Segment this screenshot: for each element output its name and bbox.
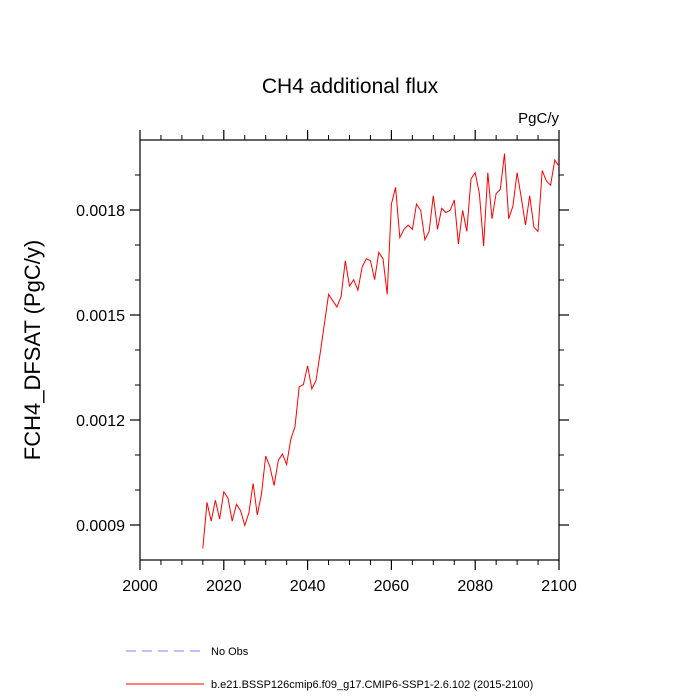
x-tick-label: 2000 (122, 578, 158, 595)
axis-tick-labels: 2000 2020 2040 2060 2080 2100 0.0009 0.0012 0.00… (76, 203, 577, 595)
x-tick-label: 2040 (290, 578, 326, 595)
plot-frame (139, 139, 560, 561)
axis-ticks (130, 130, 569, 570)
x-tick-label: 2060 (374, 578, 410, 595)
y-axis-label: FCH4_DFSAT (PgC/y) (20, 240, 45, 460)
data-series-line (202, 153, 560, 549)
x-tick-label: 2020 (206, 578, 242, 595)
legend-label-model-run: b.e21.BSSP126cmip6.f09_g17.CMIP6-SSP1-2.… (211, 679, 533, 691)
x-tick-label: 2080 (457, 578, 493, 595)
legend-label-no-obs: No Obs (211, 646, 249, 658)
y-tick-label: 0.0012 (76, 413, 125, 430)
y-tick-label: 0.0009 (76, 518, 125, 535)
y-tick-label: 0.0018 (76, 203, 125, 220)
x-tick-label: 2100 (541, 578, 577, 595)
chart-title: CH4 additional flux (262, 75, 439, 98)
units-label: PgC/y (518, 110, 559, 127)
legend: No Obs b.e21.BSSP126cmip6.f09_g17.CMIP6-… (126, 646, 533, 691)
y-tick-label: 0.0015 (76, 308, 125, 325)
